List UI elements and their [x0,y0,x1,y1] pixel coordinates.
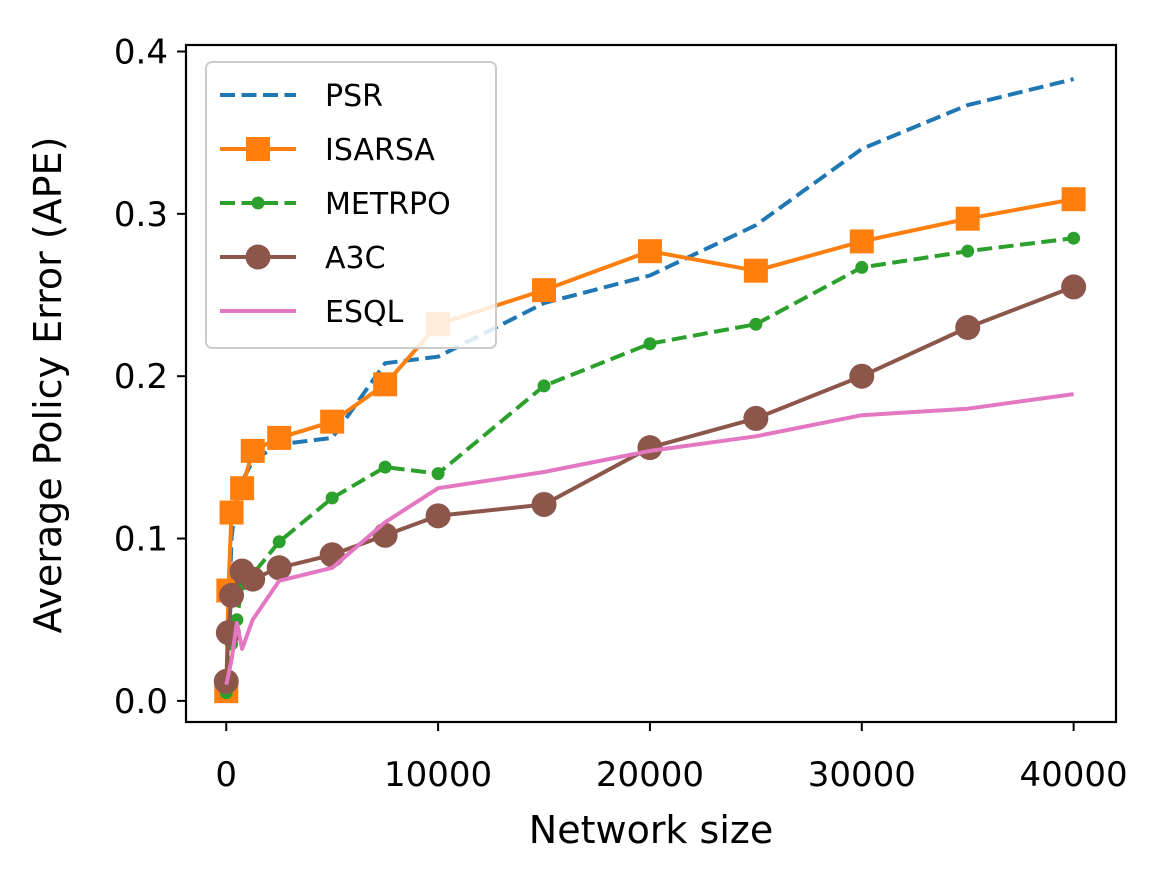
legend-marker-isarsa [246,137,270,161]
data-point-isarsa [219,500,244,525]
ticks-layer: 0 10000 20000 30000 40000 0.0 0.1 0.2 0.3 0.4 [114,32,1128,795]
data-point-a3c [425,503,451,529]
y-tick-label: 0.1 [114,520,168,560]
data-point-isarsa [267,425,292,450]
legend-label: ISARSA [325,133,435,168]
data-point-isarsa [1061,187,1086,212]
data-point-a3c [849,363,875,389]
x-tick-label: 0 [215,755,237,795]
legend-entry-isarsa: ISARSA [220,133,435,168]
data-point-metrpo [749,317,763,331]
series-layer [213,77,1087,704]
legend: PSR ISARSA METRPO A3C ESQL [205,61,497,349]
legend-label: METRPO [325,187,451,222]
legend-entry-metrpo: METRPO [220,187,451,222]
legend-label: A3C [325,241,386,276]
legend-entry-esql: ESQL [220,295,404,330]
legend-label: ESQL [325,295,404,330]
y-tick-label: 0.4 [114,32,168,72]
x-tick-label: 10000 [384,755,492,795]
data-point-isarsa [320,409,345,434]
data-point-metrpo [378,460,392,474]
series-esql [224,392,1074,686]
data-point-isarsa [637,239,662,264]
data-point-isarsa [373,372,398,397]
legend-marker-a3c [245,244,271,270]
data-point-isarsa [849,229,874,254]
y-axis-label: Average Policy Error (APE) [26,137,70,634]
x-axis-label: Network size [529,808,773,852]
legend-box [205,61,497,349]
data-point-metrpo [643,337,657,351]
data-point-a3c [319,542,345,568]
data-point-a3c [266,555,292,581]
data-point-isarsa [955,206,980,231]
data-point-a3c [955,314,981,340]
y-tick-label: 0.3 [114,195,168,235]
data-point-metrpo [431,467,445,481]
series-line-esql [224,392,1074,686]
data-point-metrpo [325,491,339,505]
data-point-a3c [372,522,398,548]
data-point-a3c [743,405,769,431]
data-point-isarsa [743,258,768,283]
data-point-metrpo [1067,231,1081,245]
data-point-a3c [531,491,557,517]
data-point-isarsa [532,278,557,303]
legend-label: PSR [325,79,383,114]
data-point-a3c [1061,274,1087,300]
x-tick-label: 20000 [596,755,704,795]
data-point-metrpo [272,535,286,549]
legend-entry-psr: PSR [220,79,383,114]
data-point-metrpo [855,260,869,274]
data-point-metrpo [961,244,975,258]
data-point-metrpo [537,379,551,393]
legend-marker-metrpo [251,196,265,210]
plot-area-frame [184,43,1118,724]
data-point-a3c [240,566,266,592]
x-tick-label: 40000 [1020,755,1128,795]
data-point-isarsa [230,476,255,501]
data-point-a3c [219,582,245,608]
data-point-isarsa [240,438,265,463]
y-tick-label: 0.2 [114,357,168,397]
y-tick-label: 0.0 [114,682,168,722]
data-point-a3c [637,435,663,461]
x-tick-label: 30000 [808,755,916,795]
legend-entry-a3c: A3C [220,241,386,276]
